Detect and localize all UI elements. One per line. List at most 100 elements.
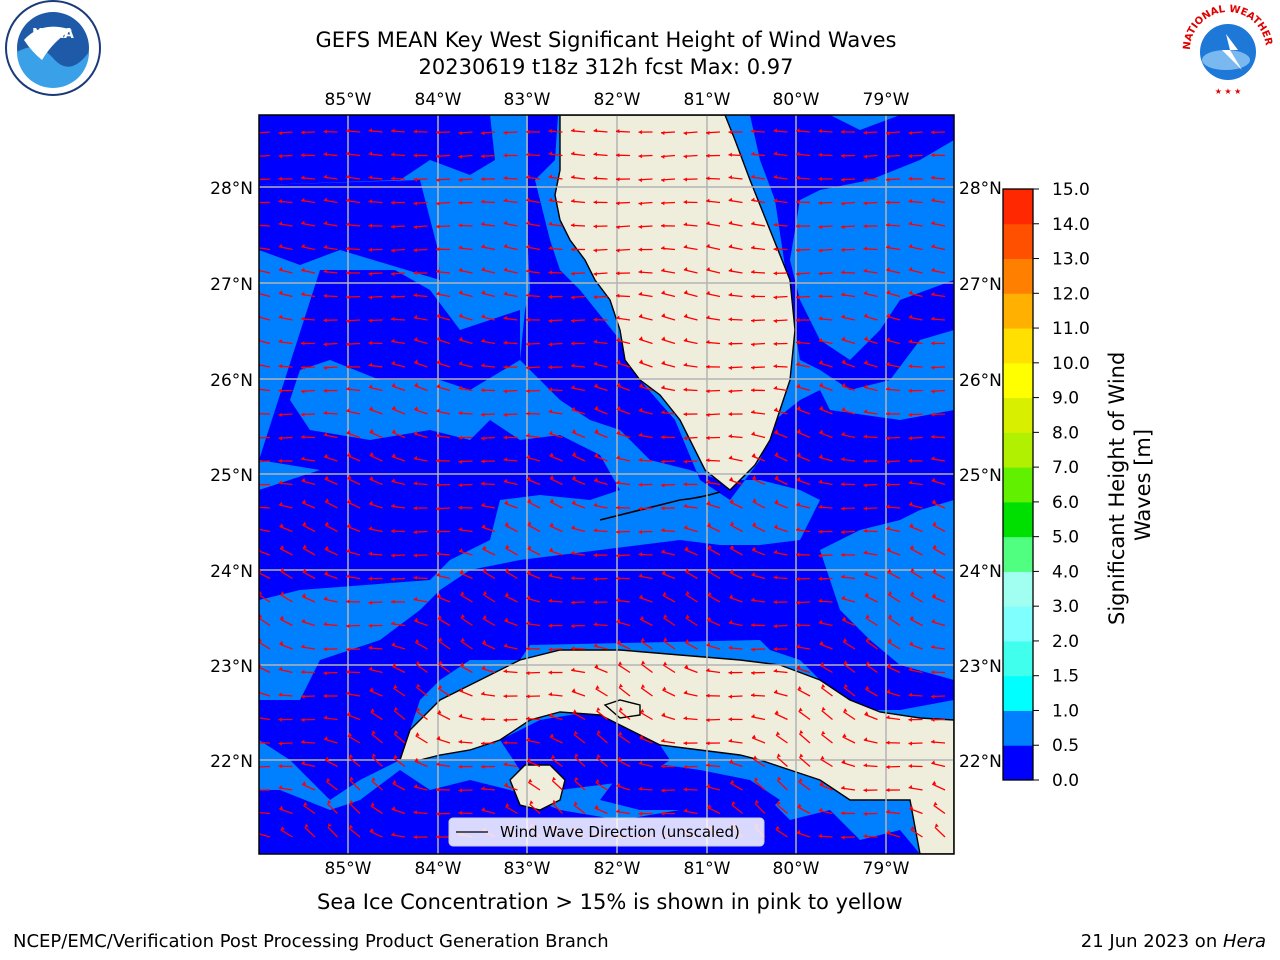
wave-direction-arrow (615, 530, 631, 535)
wave-direction-arrow (728, 694, 743, 699)
wave-direction-arrow (773, 364, 788, 369)
wave-direction-arrow (661, 811, 675, 816)
lat-label-left: 25°N (210, 466, 253, 486)
wave-direction-arrow (571, 429, 586, 439)
wave-direction-arrow (481, 221, 496, 227)
wave-direction-arrow (775, 731, 788, 744)
wave-direction-arrow (660, 435, 676, 440)
wave-direction-arrow (504, 500, 518, 509)
wave-direction-arrow (616, 809, 631, 815)
wave-direction-arrow (683, 131, 698, 136)
wave-direction-arrow (773, 341, 788, 346)
colorbar-tick-label: 0.0 (1052, 771, 1079, 791)
wave-direction-arrow (301, 477, 316, 486)
wave-direction-arrow (392, 779, 406, 791)
wave-direction-arrow (705, 741, 721, 746)
wave-direction-arrow (731, 800, 743, 815)
wave-direction-arrow (458, 385, 473, 392)
wave-direction-arrow (570, 646, 586, 651)
wave-direction-arrow (503, 130, 518, 135)
wave-direction-arrow (503, 365, 518, 370)
wave-direction-arrow (368, 666, 383, 674)
wave-direction-arrow (930, 316, 946, 321)
wave-direction-arrow (773, 319, 788, 324)
wave-direction-arrow (413, 835, 428, 840)
wave-direction-arrow (661, 738, 676, 744)
wave-direction-arrow (345, 624, 361, 629)
wave-direction-arrow (301, 267, 316, 274)
wave-direction-arrow (818, 576, 833, 581)
wave-direction-arrow (795, 340, 811, 345)
wave-direction-arrow (458, 267, 473, 274)
wave-direction-arrow (368, 362, 383, 368)
wave-direction-arrow (864, 336, 878, 345)
wave-direction-arrow (796, 501, 811, 509)
wave-direction-arrow (909, 545, 923, 556)
wave-direction-arrow (774, 451, 788, 462)
wave-direction-arrow (570, 624, 586, 629)
wave-direction-arrow (504, 617, 518, 627)
wave-direction-arrow (323, 152, 338, 157)
wave-direction-arrow (414, 757, 428, 768)
wave-direction-arrow (930, 365, 946, 370)
wave-direction-arrow (751, 453, 766, 462)
wave-direction-arrow (278, 501, 293, 509)
wave-direction-arrow (346, 386, 361, 392)
colorbar-segment (1003, 571, 1033, 607)
wave-direction-arrow (548, 294, 563, 299)
wave-direction-arrow (660, 764, 676, 769)
wave-direction-arrow (705, 413, 721, 418)
wave-direction-arrow (345, 295, 361, 300)
wave-direction-arrow (370, 802, 383, 815)
wave-direction-arrow (934, 823, 946, 838)
wave-direction-arrow (527, 521, 541, 533)
wave-direction-arrow (638, 247, 653, 252)
wave-direction-arrow (594, 452, 608, 462)
wave-direction-arrow (435, 812, 451, 817)
wave-direction-arrow (458, 483, 473, 488)
wave-direction-arrow (618, 707, 631, 721)
wave-direction-arrow (705, 458, 721, 463)
wave-direction-arrow (526, 621, 541, 627)
wave-direction-arrow (795, 248, 811, 253)
wave-direction-arrow (458, 764, 473, 769)
wave-direction-arrow (458, 178, 473, 183)
wave-direction-arrow (347, 732, 361, 744)
wave-direction-arrow (300, 669, 316, 674)
wave-direction-arrow (773, 407, 788, 415)
wave-direction-arrow (638, 482, 653, 487)
wave-direction-arrow (435, 483, 451, 488)
wave-direction-arrow (324, 521, 338, 533)
wave-direction-arrow (570, 600, 586, 605)
wave-direction-arrow (503, 694, 518, 699)
wave-direction-arrow (347, 498, 361, 509)
wave-direction-arrow (818, 271, 833, 276)
wave-direction-arrow (683, 741, 698, 746)
wave-direction-arrow (571, 363, 586, 368)
wave-direction-arrow (728, 389, 743, 394)
wave-direction-arrow (684, 639, 698, 650)
wave-direction-arrow (301, 499, 316, 509)
wave-direction-arrow (593, 553, 608, 558)
wave-direction-arrow (863, 178, 878, 183)
wave-direction-arrow (908, 131, 923, 136)
wave-direction-arrow (864, 571, 878, 580)
wave-direction-arrow (773, 295, 788, 300)
wave-direction-arrow (841, 595, 856, 603)
wave-direction-arrow (480, 459, 496, 464)
wave-direction-arrow (548, 245, 563, 251)
wave-direction-arrow (593, 128, 608, 133)
wave-direction-arrow (278, 666, 293, 674)
wave-direction-arrow (932, 780, 946, 791)
footer-credit: NCEP/EMC/Verification Post Processing Pr… (13, 931, 609, 952)
wave-direction-arrow (684, 568, 698, 580)
wave-direction-arrow (526, 476, 541, 486)
lon-label-top: 85°W (325, 90, 372, 110)
wave-direction-arrow (865, 614, 878, 627)
wave-direction-arrow (841, 616, 856, 627)
map-legend: Wind Wave Direction (unscaled) (448, 817, 765, 847)
wave-direction-arrow (301, 618, 316, 627)
wave-direction-arrow (596, 730, 608, 744)
lat-label-right: 25°N (959, 466, 1002, 486)
wave-direction-arrow (931, 267, 946, 274)
